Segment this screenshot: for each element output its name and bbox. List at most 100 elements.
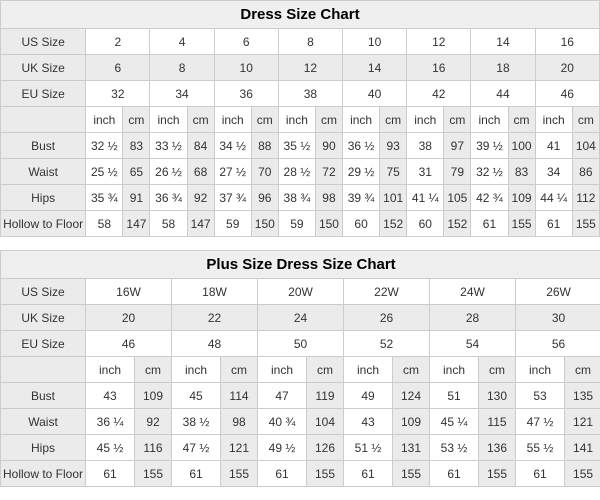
- unit-label-cell: inch: [430, 357, 479, 383]
- row-label: US Size: [1, 279, 86, 305]
- inch-value-cell: 43: [344, 409, 393, 435]
- cm-value-cell: 91: [123, 185, 150, 211]
- size-value-cell: 12: [407, 29, 471, 55]
- size-value-cell: 10: [343, 29, 407, 55]
- inch-value-cell: 58: [86, 211, 123, 237]
- size-value-cell: 40: [343, 81, 407, 107]
- size-value-cell: 22: [172, 305, 258, 331]
- row-label: EU Size: [1, 331, 86, 357]
- cm-value-cell: 124: [393, 383, 430, 409]
- cm-value-cell: 90: [315, 133, 342, 159]
- row-label: Hips: [1, 185, 86, 211]
- inch-value-cell: 41 ¼: [407, 185, 444, 211]
- size-value-cell: 24: [258, 305, 344, 331]
- cm-value-cell: 100: [508, 133, 535, 159]
- size-value-cell: 12: [278, 55, 342, 81]
- inch-value-cell: 61: [516, 461, 565, 487]
- size-value-cell: 26: [344, 305, 430, 331]
- inch-value-cell: 43: [86, 383, 135, 409]
- cm-value-cell: 155: [307, 461, 344, 487]
- cm-value-cell: 155: [221, 461, 258, 487]
- table-title: Plus Size Dress Size Chart: [1, 251, 600, 279]
- inch-value-cell: 41: [535, 133, 572, 159]
- cm-value-cell: 155: [135, 461, 172, 487]
- unit-label-cell: cm: [479, 357, 516, 383]
- inch-value-cell: 51 ½: [344, 435, 393, 461]
- cm-value-cell: 97: [444, 133, 471, 159]
- cm-value-cell: 150: [315, 211, 342, 237]
- size-value-cell: 20W: [258, 279, 344, 305]
- cm-value-cell: 109: [393, 409, 430, 435]
- row-label: UK Size: [1, 305, 86, 331]
- unit-label-cell: cm: [251, 107, 278, 133]
- unit-label-cell: inch: [471, 107, 508, 133]
- inch-value-cell: 44 ¼: [535, 185, 572, 211]
- unit-label-cell: cm: [380, 107, 407, 133]
- unit-label-cell: cm: [307, 357, 344, 383]
- size-value-cell: 46: [535, 81, 599, 107]
- cm-value-cell: 155: [479, 461, 516, 487]
- size-value-cell: 10: [214, 55, 278, 81]
- inch-value-cell: 58: [150, 211, 187, 237]
- size-value-cell: 22W: [344, 279, 430, 305]
- cm-value-cell: 155: [393, 461, 430, 487]
- inch-value-cell: 31: [407, 159, 444, 185]
- inch-value-cell: 35 ¾: [86, 185, 123, 211]
- size-value-cell: 30: [516, 305, 600, 331]
- size-value-cell: 32: [86, 81, 150, 107]
- unit-label-cell: inch: [150, 107, 187, 133]
- cm-value-cell: 98: [221, 409, 258, 435]
- cm-value-cell: 101: [380, 185, 407, 211]
- inch-value-cell: 49 ½: [258, 435, 307, 461]
- cm-value-cell: 104: [572, 133, 599, 159]
- size-value-cell: 6: [214, 29, 278, 55]
- cm-value-cell: 119: [307, 383, 344, 409]
- unit-label-cell: inch: [214, 107, 251, 133]
- unit-corner-cell: [1, 107, 86, 133]
- row-label: US Size: [1, 29, 86, 55]
- inch-value-cell: 36 ½: [343, 133, 380, 159]
- row-label: Bust: [1, 383, 86, 409]
- unit-label-cell: cm: [315, 107, 342, 133]
- unit-label-cell: inch: [86, 107, 123, 133]
- cm-value-cell: 152: [444, 211, 471, 237]
- table-title: Dress Size Chart: [1, 1, 600, 29]
- unit-label-cell: inch: [86, 357, 135, 383]
- size-value-cell: 18W: [172, 279, 258, 305]
- cm-value-cell: 79: [444, 159, 471, 185]
- cm-value-cell: 115: [479, 409, 516, 435]
- row-label: Bust: [1, 133, 86, 159]
- inch-value-cell: 38 ¾: [278, 185, 315, 211]
- cm-value-cell: 96: [251, 185, 278, 211]
- inch-value-cell: 37 ¾: [214, 185, 251, 211]
- inch-value-cell: 45 ½: [86, 435, 135, 461]
- inch-value-cell: 25 ½: [86, 159, 123, 185]
- row-label: EU Size: [1, 81, 86, 107]
- cm-value-cell: 98: [315, 185, 342, 211]
- inch-value-cell: 59: [278, 211, 315, 237]
- size-value-cell: 54: [430, 331, 516, 357]
- inch-value-cell: 36 ¾: [150, 185, 187, 211]
- inch-value-cell: 47 ½: [172, 435, 221, 461]
- cm-value-cell: 136: [479, 435, 516, 461]
- unit-label-cell: inch: [344, 357, 393, 383]
- inch-value-cell: 59: [214, 211, 251, 237]
- inch-value-cell: 34: [535, 159, 572, 185]
- unit-label-cell: inch: [407, 107, 444, 133]
- row-label: Hollow to Floor: [1, 461, 86, 487]
- row-label: Waist: [1, 159, 86, 185]
- unit-label-cell: cm: [393, 357, 430, 383]
- size-value-cell: 46: [86, 331, 172, 357]
- cm-value-cell: 141: [565, 435, 600, 461]
- inch-value-cell: 60: [343, 211, 380, 237]
- inch-value-cell: 51: [430, 383, 479, 409]
- size-value-cell: 24W: [430, 279, 516, 305]
- inch-value-cell: 53: [516, 383, 565, 409]
